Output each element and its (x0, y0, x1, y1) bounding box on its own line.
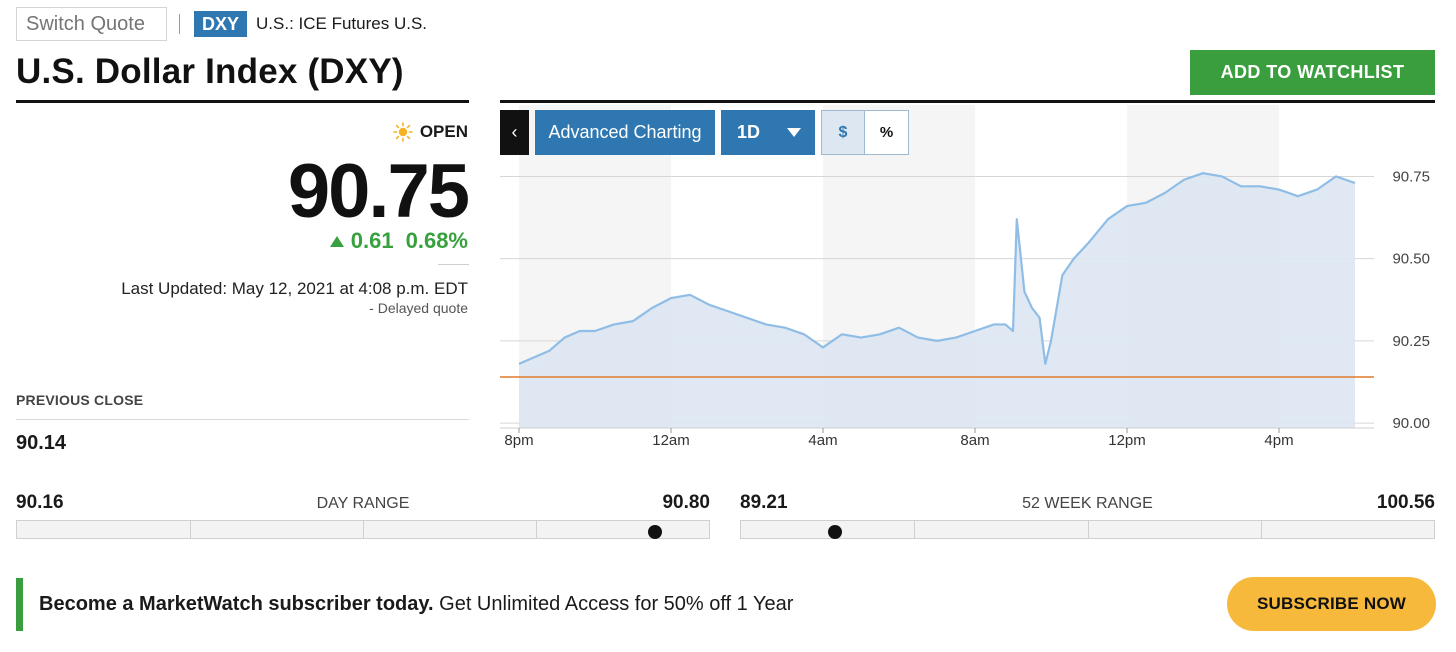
week52-range-low: 89.21 (740, 492, 788, 513)
range-tick (1087, 521, 1089, 538)
caret-down-icon (787, 128, 801, 137)
day-range-label: DAY RANGE (316, 495, 410, 512)
market-status-label: OPEN (419, 122, 468, 141)
y-tick-label: 90.50 (1392, 251, 1430, 268)
change-percent: 0.68% (405, 228, 468, 253)
subscribe-now-button[interactable]: SUBSCRIBE NOW (1227, 577, 1436, 631)
range-tick (536, 521, 537, 538)
price-change: 0.61 0.68% (329, 228, 468, 254)
x-tick-label: 12am (652, 432, 690, 449)
chart-toolbar: ‹ Advanced Charting 1D $ % (500, 110, 909, 155)
banner-accent (16, 578, 23, 631)
intraday-chart[interactable]: 90.75 90.50 90.25 90.00 8pm 12am 4am 8am 12pm 4pm (0, 0, 1456, 460)
percent-toggle[interactable]: % (865, 110, 909, 155)
change-value: 0.61 (350, 228, 394, 253)
day-range-bar (16, 520, 710, 539)
x-tick-label: 8pm (504, 432, 533, 449)
ticker-badge: DXY (194, 11, 248, 37)
day-range-low: 90.16 (16, 492, 64, 513)
price-line (518, 172, 1356, 365)
banner-bold-text: Become a MarketWatch subscriber today. (39, 593, 434, 615)
previous-close-value: 90.14 (16, 432, 67, 454)
day-range-marker (647, 525, 662, 539)
x-tick-label: 8am (960, 432, 989, 449)
range-tick (190, 521, 191, 538)
y-tick-label: 90.75 (1392, 168, 1430, 185)
x-tick-label: 4pm (1264, 432, 1293, 449)
price-area (519, 173, 1355, 428)
sun-icon (393, 122, 413, 142)
period-label: 1D (737, 122, 761, 142)
week52-range-label: 52 WEEK RANGE (1022, 495, 1153, 512)
quote-search-bar: DXY U.S.: ICE Futures U.S. (16, 7, 427, 41)
week52-range-bar (740, 520, 1435, 539)
x-tick-label: 4am (808, 432, 837, 449)
y-tick-label: 90.00 (1392, 415, 1430, 432)
previous-close-label: PREVIOUS CLOSE (16, 392, 144, 408)
range-tick (363, 521, 364, 538)
delayed-note: - Delayed quote (369, 300, 468, 316)
last-updated: Last Updated: May 12, 2021 at 4:08 p.m. … (121, 279, 468, 298)
day-range-high: 90.80 (662, 492, 710, 513)
previous-close-divider (16, 419, 469, 420)
banner-text: Become a MarketWatch subscriber today. G… (39, 593, 793, 616)
market-status: OPEN (393, 122, 468, 142)
add-to-watchlist-button[interactable]: ADD TO WATCHLIST (1190, 50, 1435, 95)
range-tick (914, 521, 916, 538)
exchange-label: U.S.: ICE Futures U.S. (256, 14, 428, 33)
title-divider (16, 100, 469, 103)
x-tick-label: 12pm (1108, 432, 1146, 449)
chevron-left-icon[interactable]: ‹ (500, 110, 529, 155)
last-price: 90.75 (287, 149, 470, 234)
period-dropdown[interactable]: 1D (721, 110, 815, 155)
y-tick-label: 90.25 (1392, 333, 1430, 350)
switch-quote-input[interactable] (16, 7, 167, 41)
up-arrow-icon (329, 235, 344, 247)
advanced-charting-button[interactable]: Advanced Charting (535, 110, 715, 155)
quote-divider (438, 264, 469, 265)
subscription-banner: Become a MarketWatch subscriber today. G… (16, 578, 1436, 631)
week52-range-high: 100.56 (1376, 492, 1435, 513)
page-title: U.S. Dollar Index (DXY) (16, 52, 404, 91)
divider (179, 14, 180, 34)
range-tick (1260, 521, 1262, 538)
week52-range-marker (828, 525, 843, 539)
chart-divider (500, 100, 1435, 103)
banner-offer-text: Get Unlimited Access for 50% off 1 Year (433, 593, 794, 615)
dollar-toggle[interactable]: $ (821, 110, 865, 155)
